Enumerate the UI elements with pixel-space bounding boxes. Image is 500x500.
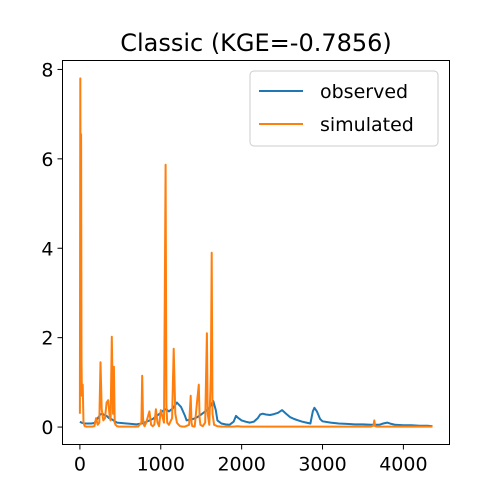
plot-frame	[62, 60, 450, 445]
x-axis: 0 1000 2000 3000 4000	[74, 444, 428, 476]
series-line-simulated	[78, 77, 433, 428]
x-tick-label: 2000	[217, 454, 265, 476]
x-tick-label: 1000	[137, 454, 185, 476]
y-tick-label: 8	[41, 59, 53, 81]
y-tick-label: 6	[41, 149, 53, 171]
x-tick-label: 3000	[298, 454, 346, 476]
chart-title: Classic (KGE=-0.7856)	[120, 29, 392, 57]
legend-label-observed: observed	[320, 81, 408, 103]
legend-box	[249, 70, 439, 147]
legend: observed simulated	[249, 70, 439, 147]
y-tick-label: 0	[41, 417, 53, 439]
x-tick-label: 4000	[379, 454, 427, 476]
legend-label-simulated: simulated	[320, 114, 414, 136]
y-tick-label: 2	[41, 328, 53, 350]
plot-lines	[78, 77, 433, 428]
y-axis: 0 2 4 6 8	[41, 59, 63, 439]
y-tick-label: 4	[41, 238, 53, 260]
x-tick-label: 0	[74, 454, 86, 476]
